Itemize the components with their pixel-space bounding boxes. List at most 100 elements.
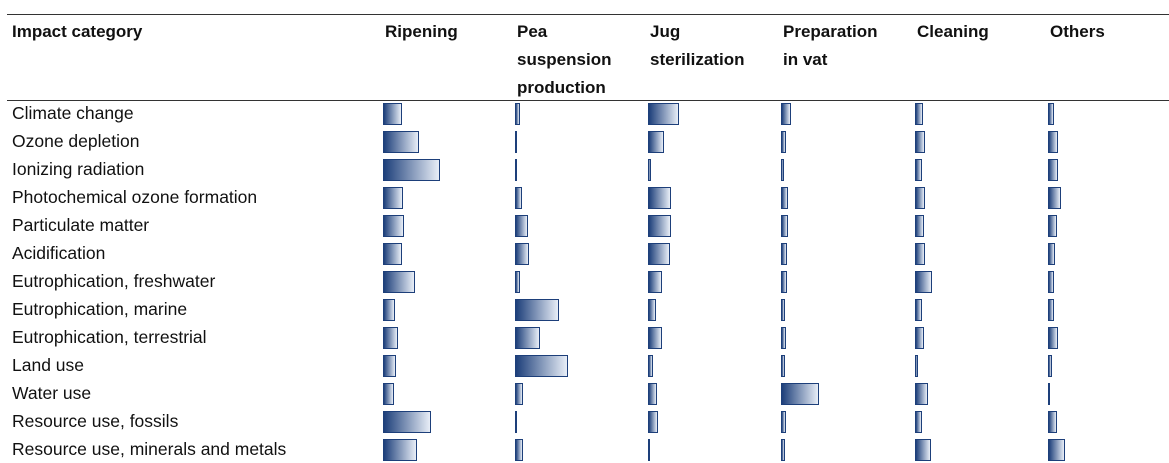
category-label: Resource use, fossils (12, 411, 179, 431)
bar-5-8 (1048, 327, 1058, 349)
column-header-2: Pea suspension production (517, 18, 611, 102)
bar-0-10 (383, 383, 394, 405)
bar-3-6 (781, 271, 787, 293)
bar-5-1 (1048, 131, 1058, 153)
bar-4-3 (915, 187, 925, 209)
category-label: Ionizing radiation (12, 159, 145, 179)
bar-4-7 (915, 299, 922, 321)
bar-3-2 (781, 159, 784, 181)
bar-1-0 (515, 103, 520, 125)
bar-1-10 (515, 383, 523, 405)
bar-5-4 (1048, 215, 1057, 237)
bar-2-3 (648, 187, 671, 209)
column-header-1: Ripening (385, 18, 458, 46)
column-header-line: Pea (517, 22, 548, 41)
category-label: Photochemical ozone formation (12, 187, 258, 207)
column-header-3: Jug sterilization (650, 18, 744, 74)
bar-5-6 (1048, 271, 1054, 293)
bar-1-5 (515, 243, 529, 265)
column-header-line: Jug (650, 22, 681, 41)
bar-5-7 (1048, 299, 1054, 321)
bar-4-5 (915, 243, 925, 265)
bar-2-0 (648, 103, 679, 125)
bar-5-0 (1048, 103, 1054, 125)
column-header-line: production (517, 78, 606, 97)
bar-1-6 (515, 271, 520, 293)
column-header-line: Ripening (385, 22, 458, 41)
bar-4-10 (915, 383, 928, 405)
bar-2-11 (648, 411, 658, 433)
bar-3-0 (781, 103, 791, 125)
bar-0-7 (383, 299, 395, 321)
bar-4-12 (915, 439, 931, 461)
bar-3-4 (781, 215, 788, 237)
bar-5-2 (1048, 159, 1058, 181)
bar-2-6 (648, 271, 662, 293)
bar-1-4 (515, 215, 528, 237)
bar-3-8 (781, 327, 786, 349)
category-label: Eutrophication, marine (12, 299, 188, 319)
bar-5-10 (1048, 383, 1050, 405)
bar-2-10 (648, 383, 657, 405)
bar-2-2 (648, 159, 651, 181)
column-header-6: Others (1050, 18, 1105, 46)
column-header-line: sterilization (650, 50, 745, 69)
bar-3-12 (781, 439, 785, 461)
column-header-0: Impact category (12, 18, 142, 46)
bar-0-2 (383, 159, 440, 181)
bar-1-3 (515, 187, 522, 209)
bar-5-12 (1048, 439, 1065, 461)
bar-5-5 (1048, 243, 1055, 265)
bar-2-9 (648, 355, 653, 377)
bar-0-8 (383, 327, 398, 349)
column-header-line: suspension (517, 50, 612, 69)
bar-2-7 (648, 299, 656, 321)
bar-5-11 (1048, 411, 1057, 433)
bar-0-5 (383, 243, 402, 265)
category-label: Eutrophication, freshwater (12, 271, 216, 291)
bar-1-9 (515, 355, 568, 377)
column-header-4: Preparation in vat (783, 18, 877, 74)
column-header-line: Others (1050, 22, 1105, 41)
category-label: Resource use, minerals and metals (12, 439, 287, 459)
category-label: Ozone depletion (12, 131, 140, 151)
bar-0-12 (383, 439, 417, 461)
bar-0-4 (383, 215, 404, 237)
bar-4-0 (915, 103, 923, 125)
bar-2-8 (648, 327, 662, 349)
column-header-5: Cleaning (917, 18, 989, 46)
bar-0-6 (383, 271, 415, 293)
bar-0-0 (383, 103, 402, 125)
bar-4-2 (915, 159, 922, 181)
bar-3-11 (781, 411, 786, 433)
bar-3-10 (781, 383, 819, 405)
bar-3-5 (781, 243, 787, 265)
bar-3-7 (781, 299, 785, 321)
bar-0-1 (383, 131, 419, 153)
bar-0-3 (383, 187, 403, 209)
category-label: Climate change (12, 103, 134, 123)
bar-1-12 (515, 439, 523, 461)
category-label: Particulate matter (12, 215, 150, 235)
bar-1-2 (515, 159, 517, 181)
bar-2-4 (648, 215, 671, 237)
bar-1-8 (515, 327, 540, 349)
bar-5-9 (1048, 355, 1052, 377)
column-header-line: Cleaning (917, 22, 989, 41)
bar-2-5 (648, 243, 670, 265)
bar-4-6 (915, 271, 932, 293)
top-rule (7, 14, 1169, 15)
header-rule (7, 100, 1169, 101)
bar-3-3 (781, 187, 788, 209)
category-label: Water use (12, 383, 92, 403)
impact-table: Impact category Ripening Pea suspension prod… (7, 14, 1169, 461)
bar-4-11 (915, 411, 922, 433)
bar-1-11 (515, 411, 517, 433)
bar-4-8 (915, 327, 924, 349)
bar-4-4 (915, 215, 924, 237)
bar-1-1 (515, 131, 517, 153)
bar-2-1 (648, 131, 664, 153)
column-header-line: Impact category (12, 22, 143, 41)
column-header-line: in vat (783, 50, 828, 69)
bar-4-9 (915, 355, 918, 377)
